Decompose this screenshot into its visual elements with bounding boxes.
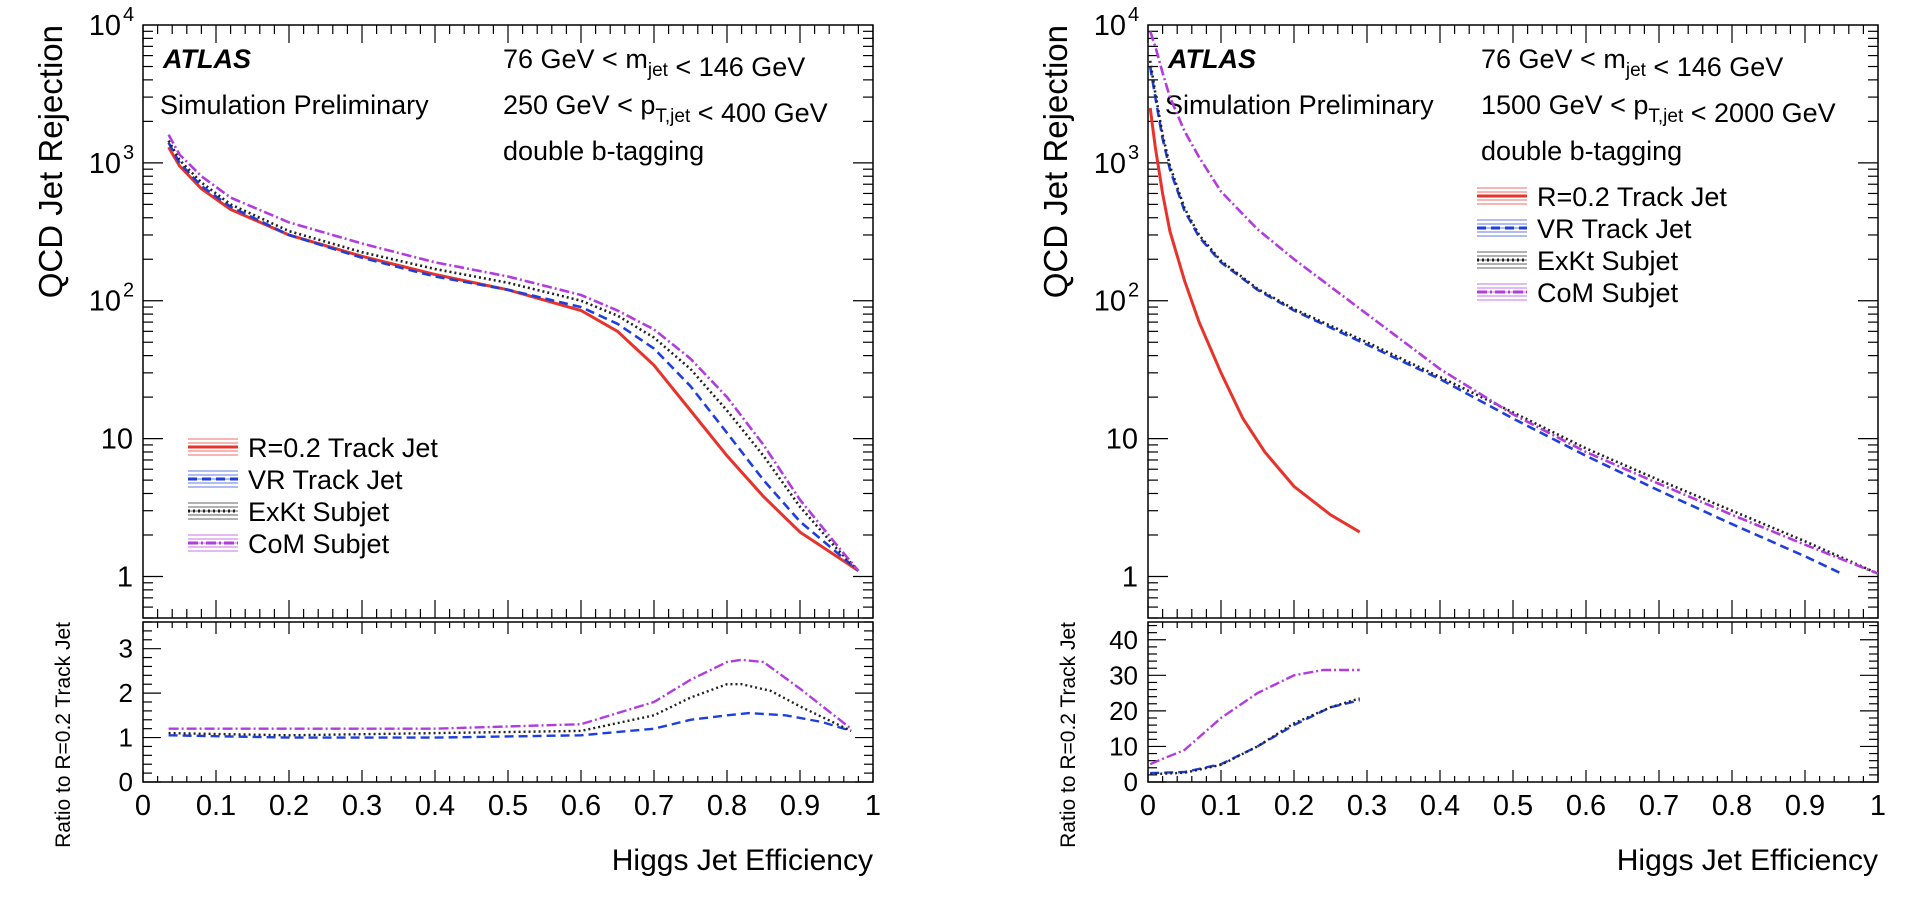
ratio-y-tick-label: 3 [119, 634, 133, 664]
x-tick-label: 0.3 [342, 790, 382, 822]
y-tick-exponent: 3 [1128, 142, 1139, 164]
y-tick-exponent: 2 [1128, 280, 1139, 302]
y-tick-label: 10 [89, 286, 121, 318]
x-tick-label: 0.1 [196, 790, 236, 822]
y-tick-label: 10 [1094, 286, 1126, 318]
x-tick-label: 0.3 [1347, 790, 1387, 822]
x-tick-label: 0.7 [634, 790, 674, 822]
legend-entry: R=0.2 Track Jet [1537, 182, 1727, 212]
y-tick-exponent: 4 [123, 4, 134, 26]
legend-entry: CoM Subjet [248, 529, 390, 559]
y-tick-label: 10 [89, 10, 121, 42]
legend-entry: R=0.2 Track Jet [248, 433, 438, 463]
legend-entry: VR Track Jet [1537, 214, 1692, 244]
ratio-line-vr-track-jet [1150, 699, 1360, 775]
annotation-line: 76 GeV < mjet < 146 GeV [1481, 44, 1783, 82]
x-tick-label: 0.4 [415, 790, 455, 822]
series-line-r-0-2-track-jet [1148, 107, 1361, 534]
ratio-y-tick-label: 1 [119, 723, 133, 753]
y-tick-exponent: 2 [123, 280, 134, 302]
legend-entry: VR Track Jet [248, 465, 403, 495]
x-tick-label: 1 [865, 790, 881, 822]
x-tick-label: 0.6 [561, 790, 601, 822]
x-tick-label: 0.9 [780, 790, 820, 822]
y-tick-label: 10 [101, 424, 133, 456]
y-tick-exponent: 4 [1128, 4, 1139, 26]
ratio-y-tick-label: 2 [119, 678, 133, 708]
x-tick-label: 0 [1140, 790, 1156, 822]
x-axis-title: Higgs Jet Efficiency [612, 844, 873, 877]
annotation-line: 250 GeV < pT,jet < 400 GeV [503, 90, 828, 128]
ratio-y-tick-label: 10 [1109, 731, 1138, 761]
series-line-com-subjet [167, 134, 860, 572]
simulation-label: Simulation Preliminary [160, 90, 429, 120]
legend-entry: ExKt Subjet [248, 497, 390, 527]
x-tick-label: 0.9 [1785, 790, 1825, 822]
ratio-line-exkt-subjet [168, 683, 852, 737]
x-tick-label: 0.5 [488, 790, 528, 822]
ratio-y-tick-label: 30 [1109, 660, 1138, 690]
x-tick-label: 0 [135, 790, 151, 822]
ratio-line-com-subjet [168, 658, 852, 730]
x-tick-label: 0.2 [1274, 790, 1314, 822]
y-axis-title: QCD Jet Rejection [32, 25, 69, 298]
x-tick-label: 1 [1870, 790, 1886, 822]
ratio-y-axis-title: Ratio to R=0.2 Track Jet [52, 622, 75, 848]
y-tick-label: 10 [1106, 424, 1138, 456]
series-line-exkt-subjet [1148, 60, 1878, 575]
x-tick-label: 0.8 [707, 790, 747, 822]
ratio-y-tick-label: 40 [1109, 625, 1138, 655]
ratio-line-vr-track-jet [168, 711, 852, 739]
x-tick-label: 0.2 [269, 790, 309, 822]
ratio-line-com-subjet [1149, 668, 1360, 766]
y-tick-exponent: 3 [123, 142, 134, 164]
simulation-label: Simulation Preliminary [1165, 90, 1434, 120]
annotation-line: 76 GeV < mjet < 146 GeV [503, 44, 805, 82]
series-line-vr-track-jet [167, 142, 860, 572]
x-tick-label: 0.6 [1566, 790, 1606, 822]
ratio-y-tick-label: 0 [119, 767, 133, 797]
atlas-label: ATLAS [162, 44, 251, 74]
series-line-com-subjet [1148, 30, 1878, 575]
series-line-r-0-2-track-jet [167, 146, 860, 573]
x-tick-label: 0.7 [1639, 790, 1679, 822]
x-tick-label: 0.1 [1201, 790, 1241, 822]
legend-entry: CoM Subjet [1537, 278, 1679, 308]
atlas-label: ATLAS [1167, 44, 1256, 74]
x-tick-label: 0.5 [1493, 790, 1533, 822]
y-tick-label: 10 [89, 148, 121, 180]
series-line-vr-track-jet [1148, 66, 1843, 575]
annotation-line: double b-tagging [1481, 136, 1682, 166]
y-axis-title: QCD Jet Rejection [1037, 25, 1074, 298]
ratio-y-axis-title: Ratio to R=0.2 Track Jet [1057, 622, 1080, 848]
y-tick-label: 10 [1094, 10, 1126, 42]
x-axis-title: Higgs Jet Efficiency [1617, 844, 1878, 877]
ratio-line-exkt-subjet [1150, 697, 1361, 776]
legend-entry: ExKt Subjet [1537, 246, 1679, 276]
annotation-line: double b-tagging [503, 136, 704, 166]
y-tick-label: 1 [1122, 561, 1138, 593]
ratio-plot-frame [1147, 621, 1879, 783]
y-tick-label: 1 [117, 561, 133, 593]
y-tick-label: 10 [1094, 148, 1126, 180]
x-tick-label: 0.4 [1420, 790, 1460, 822]
ratio-plot-frame [142, 621, 874, 783]
ratio-y-tick-label: 0 [1124, 767, 1138, 797]
ratio-y-tick-label: 20 [1109, 696, 1138, 726]
annotation-line: 1500 GeV < pT,jet < 2000 GeV [1481, 90, 1836, 128]
x-tick-label: 0.8 [1712, 790, 1752, 822]
